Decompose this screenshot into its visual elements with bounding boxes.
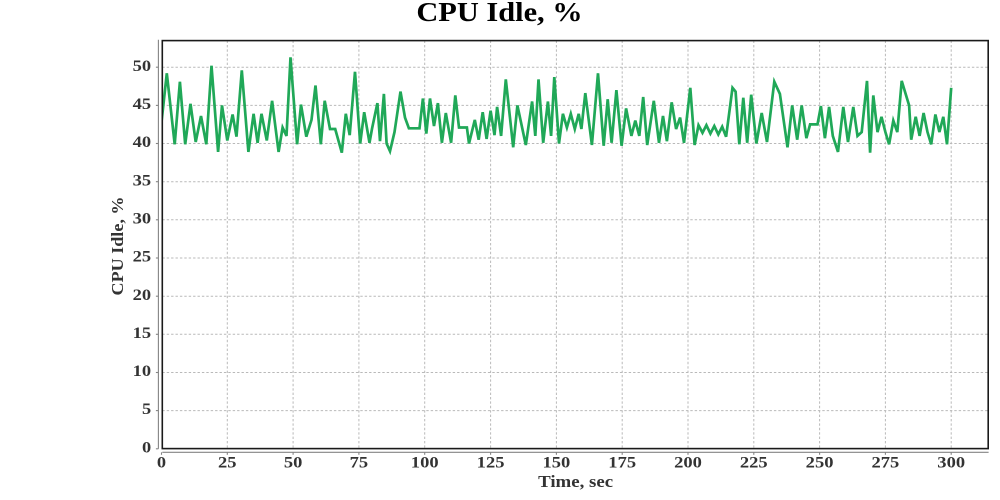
svg-text:Time, sec: Time, sec <box>538 472 613 491</box>
svg-text:50: 50 <box>284 455 303 472</box>
svg-text:275: 275 <box>872 455 900 472</box>
svg-text:30: 30 <box>133 210 152 227</box>
svg-text:225: 225 <box>740 455 768 472</box>
svg-text:250: 250 <box>806 455 834 472</box>
svg-text:CPU Idle, %: CPU Idle, % <box>416 0 582 27</box>
svg-text:75: 75 <box>350 455 369 472</box>
svg-text:5: 5 <box>142 401 151 418</box>
svg-text:150: 150 <box>543 455 571 472</box>
svg-text:0: 0 <box>142 439 151 456</box>
svg-text:100: 100 <box>411 455 439 472</box>
svg-text:45: 45 <box>133 96 152 113</box>
svg-text:35: 35 <box>133 172 152 189</box>
svg-text:175: 175 <box>608 455 636 472</box>
svg-text:10: 10 <box>133 363 152 380</box>
svg-text:125: 125 <box>477 455 505 472</box>
svg-text:15: 15 <box>133 325 152 342</box>
svg-text:40: 40 <box>133 134 152 151</box>
svg-text:50: 50 <box>133 58 152 75</box>
svg-text:CPU Idle, %: CPU Idle, % <box>108 197 127 296</box>
svg-text:25: 25 <box>133 249 152 266</box>
svg-text:25: 25 <box>218 455 237 472</box>
svg-text:200: 200 <box>674 455 702 472</box>
svg-text:20: 20 <box>133 287 152 304</box>
svg-text:0: 0 <box>157 455 166 472</box>
svg-text:300: 300 <box>937 455 965 472</box>
